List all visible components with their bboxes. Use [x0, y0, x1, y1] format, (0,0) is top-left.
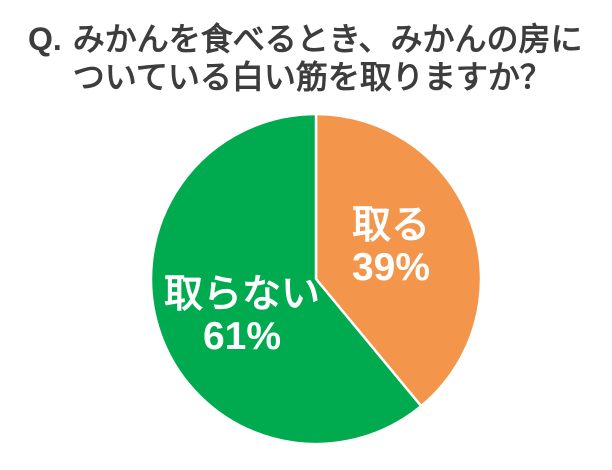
pie-slice-1 [149, 112, 423, 446]
title-prefix: Q. [28, 21, 62, 57]
title-line-2: ついている白い筋を取りますか？ [72, 59, 552, 95]
title-lines: みかんを食べるとき、みかんの房に ついている白い筋を取りますか？ [73, 20, 583, 96]
page-title: Q. みかんを食べるとき、みかんの房に ついている白い筋を取りますか？ [28, 20, 583, 96]
pie-slice-0 [314, 112, 483, 408]
title-line-1: みかんを食べるとき、みかんの房に [72, 21, 583, 57]
